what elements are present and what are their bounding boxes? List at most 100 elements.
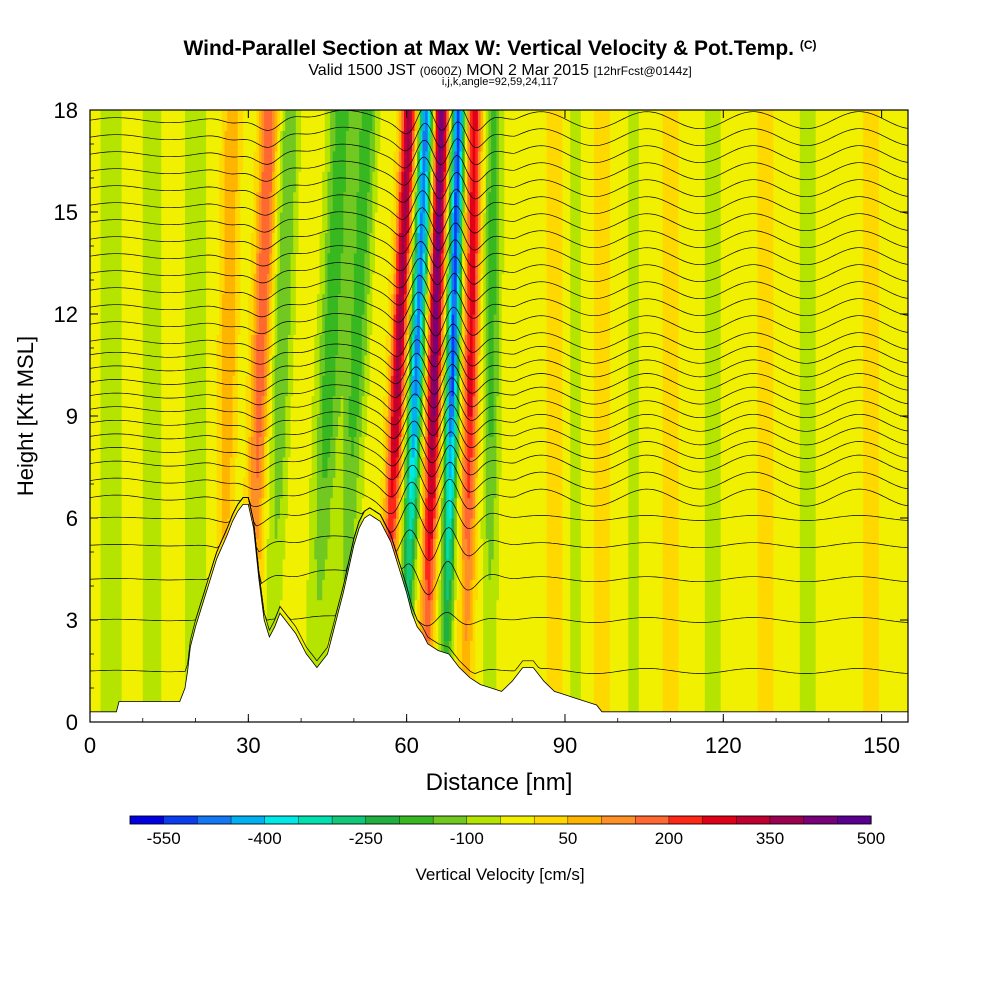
velocity-cell: [678, 558, 706, 580]
velocity-cell: [456, 620, 463, 641]
velocity-cell: [863, 416, 880, 437]
velocity-cell: [277, 212, 281, 233]
velocity-cell: [440, 620, 445, 641]
velocity-cell: [90, 660, 102, 682]
velocity-cell: [364, 293, 368, 315]
velocity-cell: [401, 558, 405, 580]
colorbar-swatch: [230, 815, 266, 825]
velocity-cell: [446, 354, 450, 376]
theta-contour: [90, 462, 908, 498]
velocity-cell: [799, 681, 817, 703]
velocity-cell: [609, 518, 629, 539]
velocity-cell: [488, 354, 495, 376]
velocity-cell: [351, 354, 363, 376]
velocity-cell: [306, 640, 329, 662]
velocity-cell: [593, 416, 611, 437]
velocity-cell: [704, 620, 722, 641]
velocity-cell: [419, 110, 424, 131]
velocity-cell: [469, 334, 474, 356]
velocity-cell: [443, 477, 447, 499]
velocity-cell: [419, 314, 424, 335]
velocity-cell: [419, 518, 424, 539]
velocity-cell: [396, 334, 400, 356]
velocity-cell: [638, 375, 664, 397]
velocity-cell: [485, 456, 497, 478]
velocity-cell: [161, 212, 186, 233]
velocity-cell: [414, 150, 418, 172]
velocity-cell: [440, 477, 445, 499]
velocity-cell: [446, 375, 450, 397]
velocity-cell: [161, 293, 186, 315]
velocity-cell: [417, 416, 421, 437]
velocity-cell: [757, 497, 775, 519]
velocity-cell: [475, 558, 479, 580]
velocity-cell: [475, 497, 479, 519]
velocity-cell: [580, 171, 595, 193]
velocity-cell: [593, 640, 611, 662]
velocity-cell: [272, 375, 276, 397]
velocity-cell: [485, 518, 495, 539]
velocity-cell: [469, 579, 474, 601]
velocity-cell: [142, 212, 162, 233]
velocity-cell: [235, 293, 242, 315]
velocity-cell: [345, 150, 360, 172]
velocity-cell: [451, 579, 455, 601]
velocity-cell: [430, 395, 434, 417]
velocity-cell: [433, 436, 437, 458]
velocity-cell: [430, 334, 434, 356]
velocity-cell: [206, 416, 218, 437]
velocity-cell: [720, 497, 759, 519]
velocity-cell: [417, 518, 421, 539]
colorbar-swatch: [567, 815, 603, 825]
velocity-cell: [398, 110, 402, 131]
velocity-cell: [121, 497, 144, 519]
velocity-cell: [206, 334, 218, 356]
velocity-cell: [562, 314, 571, 335]
velocity-cell: [448, 395, 455, 417]
velocity-cell: [483, 395, 487, 417]
velocity-cell: [258, 191, 263, 213]
velocity-cell: [488, 314, 495, 335]
velocity-cell: [448, 191, 453, 213]
velocity-cell: [348, 395, 360, 417]
velocity-cell: [385, 456, 389, 478]
velocity-cell: [374, 130, 381, 152]
velocity-cell: [245, 436, 249, 458]
velocity-cell: [483, 191, 487, 213]
velocity-cell: [440, 538, 445, 560]
velocity-cell: [773, 538, 801, 560]
velocity-cell: [264, 518, 271, 539]
velocity-cell: [380, 110, 397, 131]
velocity-cell: [161, 110, 186, 131]
velocity-cell: [662, 579, 680, 601]
velocity-cell: [406, 191, 410, 213]
velocity-cell: [546, 150, 563, 172]
velocity-cell: [161, 660, 186, 682]
velocity-cell: [485, 150, 490, 172]
velocity-cell: [269, 497, 276, 519]
velocity-cell: [593, 354, 611, 376]
velocity-cell: [454, 375, 458, 397]
velocity-cell: [485, 191, 490, 213]
velocity-cell: [459, 273, 463, 295]
velocity-cell: [546, 477, 563, 499]
velocity-cell: [414, 599, 418, 621]
velocity-cell: [425, 620, 431, 641]
theta-contour: [90, 256, 908, 289]
velocity-cell: [430, 171, 434, 193]
velocity-cell: [580, 497, 595, 519]
velocity-cell: [393, 334, 397, 356]
velocity-cell: [662, 354, 680, 376]
velocity-cell: [704, 640, 722, 662]
velocity-cell: [757, 579, 775, 601]
velocity-cell: [446, 293, 450, 315]
velocity-cell: [878, 497, 908, 519]
velocity-cell: [799, 497, 817, 519]
velocity-cell: [570, 640, 582, 662]
velocity-cell: [430, 375, 434, 397]
colorbar-tick-label: 500: [857, 829, 885, 848]
velocity-cell: [250, 252, 257, 274]
velocity-cell: [398, 150, 402, 172]
velocity-cell: [628, 456, 640, 478]
velocity-cell: [815, 171, 864, 193]
